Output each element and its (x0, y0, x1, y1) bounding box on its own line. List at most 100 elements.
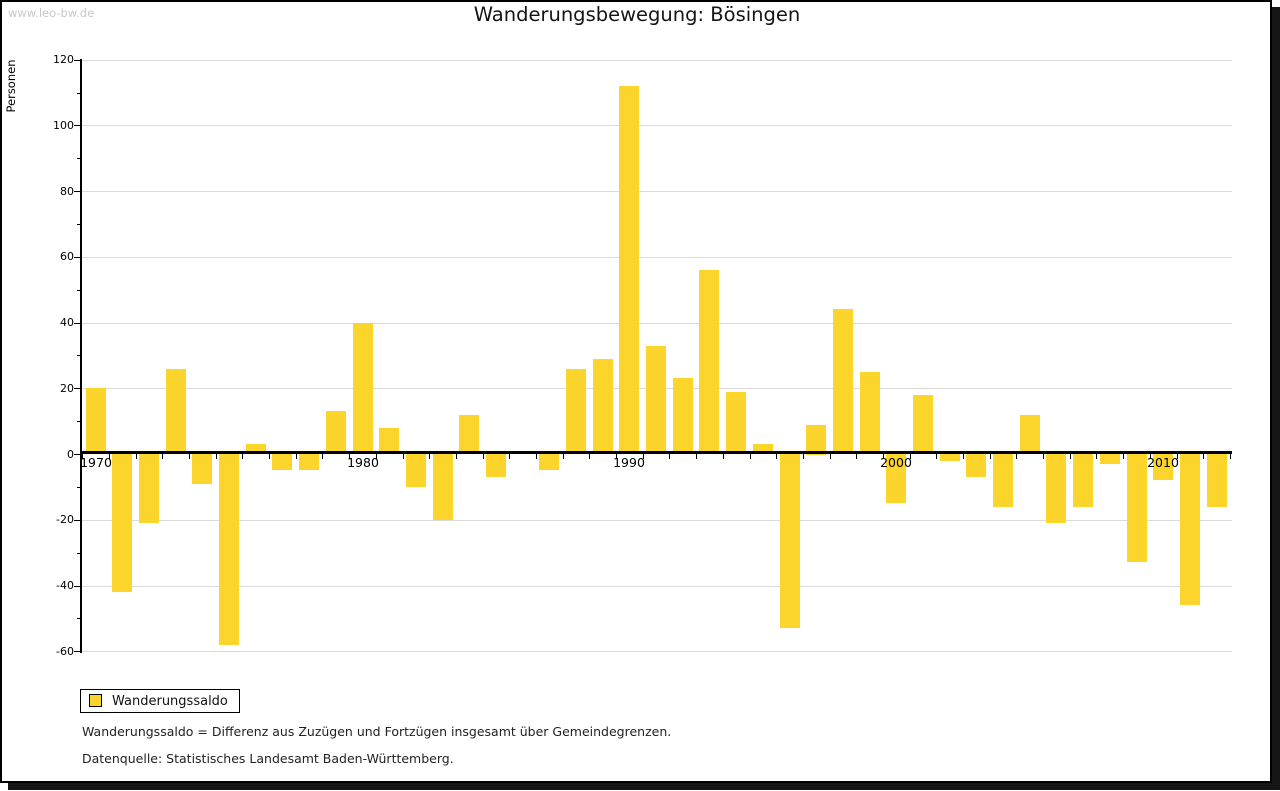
x-tick (696, 453, 697, 459)
bar-1997 (806, 425, 826, 455)
bar-1988 (566, 369, 586, 454)
x-tick (803, 453, 804, 459)
bar-1999 (860, 372, 880, 454)
bar-1992 (673, 378, 693, 454)
bar-2011 (1180, 454, 1200, 605)
x-tick (723, 453, 724, 459)
x-tick (936, 453, 937, 459)
bar-2007 (1073, 454, 1093, 507)
bar-1984 (459, 415, 479, 454)
y-axis-label: Personen (4, 59, 18, 113)
x-tick-label: 2010 (1147, 455, 1179, 470)
x-tick (1016, 453, 1017, 459)
y-major-tick (74, 191, 82, 192)
bar-2000 (886, 454, 906, 503)
x-tick (589, 453, 590, 459)
x-tick-label: 1990 (613, 455, 645, 470)
gridline (82, 60, 1232, 61)
y-major-tick (74, 257, 82, 258)
bar-1995 (753, 444, 773, 454)
y-tick-label: 20 (60, 382, 74, 395)
page-title: Wanderungsbewegung: Bösingen (473, 3, 801, 26)
y-minor-tick (77, 618, 82, 619)
y-tick-label: -20 (56, 513, 74, 526)
y-minor-tick (77, 421, 82, 422)
x-tick-label: 1980 (347, 455, 379, 470)
y-major-tick (74, 323, 82, 324)
x-tick (1150, 453, 1151, 459)
bar-1991 (646, 346, 666, 454)
x-tick (376, 453, 377, 459)
y-tick-label: 120 (53, 53, 74, 66)
x-tick (669, 453, 670, 459)
bar-1989 (593, 359, 613, 454)
y-minor-tick (77, 553, 82, 554)
y-tick-label: 0 (67, 448, 74, 461)
x-tick (429, 453, 430, 459)
legend-swatch-icon (89, 694, 102, 707)
y-tick-label: 60 (60, 250, 74, 263)
y-major-tick (74, 454, 82, 455)
bar-1990 (619, 86, 639, 454)
x-tick (963, 453, 964, 459)
x-tick (109, 453, 110, 459)
x-tick (1043, 453, 1044, 459)
bar-1987 (539, 454, 559, 470)
x-tick (643, 453, 644, 459)
y-major-tick (74, 60, 82, 61)
gridline (82, 651, 1232, 652)
y-tick-label: 40 (60, 316, 74, 329)
x-tick (830, 453, 831, 459)
gridline (82, 586, 1232, 587)
gridline (82, 257, 1232, 258)
x-tick (883, 453, 884, 459)
bar-1994 (726, 392, 746, 454)
bar-1998 (833, 309, 853, 454)
x-tick (856, 453, 857, 459)
bar-2008 (1100, 454, 1120, 464)
x-tick-label: 2000 (880, 455, 912, 470)
bar-1971 (112, 454, 132, 592)
x-tick-label: 1970 (80, 455, 112, 470)
y-major-tick (74, 651, 82, 652)
x-tick (910, 453, 911, 459)
bar-1980 (353, 323, 373, 454)
x-tick (776, 453, 777, 459)
bar-2009 (1127, 454, 1147, 562)
y-major-tick (74, 520, 82, 521)
x-tick (162, 453, 163, 459)
gridline (82, 520, 1232, 521)
x-tick (1123, 453, 1124, 459)
x-tick (216, 453, 217, 459)
x-tick (1070, 453, 1071, 459)
bar-1996 (780, 454, 800, 628)
x-tick (322, 453, 323, 459)
x-tick (456, 453, 457, 459)
bar-1973 (166, 369, 186, 454)
bar-1976 (246, 444, 266, 454)
x-tick (403, 453, 404, 459)
x-tick (1203, 453, 1204, 459)
bar-1981 (379, 428, 399, 454)
y-axis-line (80, 59, 82, 653)
x-tick (136, 453, 137, 459)
x-tick (509, 453, 510, 459)
x-tick (1096, 453, 1097, 459)
x-tick (82, 453, 83, 459)
x-tick (750, 453, 751, 459)
bar-2006 (1046, 454, 1066, 523)
bar-2003 (966, 454, 986, 477)
y-tick-label: -40 (56, 579, 74, 592)
x-tick (536, 453, 537, 459)
y-minor-tick (77, 158, 82, 159)
y-major-tick (74, 586, 82, 587)
bar-1985 (486, 454, 506, 477)
x-tick (563, 453, 564, 459)
y-major-tick (74, 388, 82, 389)
x-tick (269, 453, 270, 459)
bar-1970 (86, 388, 106, 454)
legend: Wanderungssaldo (80, 689, 240, 713)
bar-1993 (699, 270, 719, 454)
